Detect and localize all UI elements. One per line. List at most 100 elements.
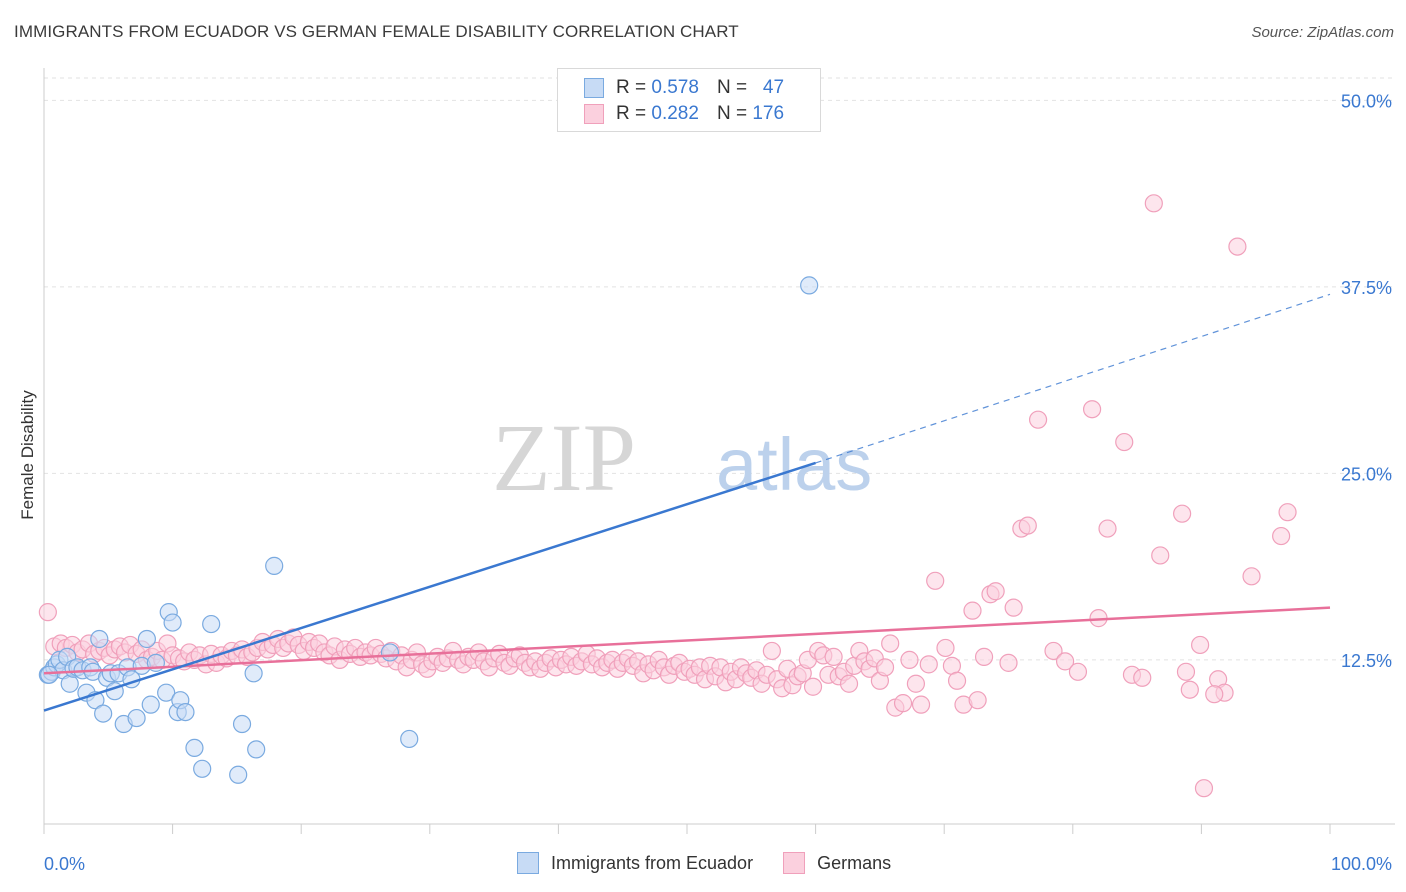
germans-point bbox=[1176, 662, 1196, 681]
germans-point bbox=[947, 671, 967, 690]
ecuador-point bbox=[163, 613, 182, 632]
y-tick-label: 12.5% bbox=[1341, 651, 1392, 671]
y-axis-label: Female Disability bbox=[18, 390, 37, 520]
ecuador-point bbox=[265, 556, 284, 575]
germans-point bbox=[1098, 519, 1117, 538]
y-tick-label: 25.0% bbox=[1341, 464, 1392, 484]
legend-r-label: R = bbox=[616, 77, 647, 98]
germans-point bbox=[1242, 567, 1261, 586]
germans-point bbox=[1191, 635, 1210, 655]
ecuador-point bbox=[94, 704, 113, 723]
germans-swatch bbox=[584, 104, 604, 124]
germans-point bbox=[1173, 504, 1192, 523]
germans-point bbox=[963, 601, 982, 620]
chart-title: IMMIGRANTS FROM ECUADOR VS GERMAN FEMALE… bbox=[14, 22, 739, 41]
ecuador-point bbox=[157, 683, 176, 702]
germans-point bbox=[1151, 546, 1170, 565]
chart-source: Source: ZipAtlas.com bbox=[1251, 24, 1394, 41]
germans-point bbox=[1018, 516, 1037, 535]
y-tick-label: 37.5% bbox=[1341, 278, 1392, 298]
germans-point bbox=[1082, 400, 1102, 419]
germans-point bbox=[1278, 503, 1297, 522]
legend-label-ecuador: Immigrants from Ecuador bbox=[551, 852, 754, 873]
ecuador-point bbox=[229, 765, 248, 784]
ecuador-point bbox=[185, 738, 204, 758]
germans-point bbox=[906, 674, 926, 693]
legend-r-value: 0.578 bbox=[651, 77, 699, 98]
ecuador-point bbox=[400, 729, 419, 749]
germans-point bbox=[893, 694, 913, 713]
ecuador-point bbox=[60, 674, 79, 693]
data-points bbox=[38, 194, 1297, 798]
ecuador-point bbox=[800, 276, 819, 295]
legend-item-ecuador[interactable]: Immigrants from Ecuador bbox=[517, 852, 753, 874]
watermark-atlas: atlas bbox=[716, 423, 872, 506]
germans-point bbox=[38, 603, 57, 622]
legend-label-germans: Germans bbox=[817, 852, 892, 873]
ecuador-point bbox=[202, 614, 221, 634]
ecuador-point bbox=[137, 629, 156, 649]
germans-point bbox=[1115, 432, 1134, 452]
series-legend: Immigrants from Ecuador Germans bbox=[517, 852, 921, 874]
germans-swatch bbox=[783, 852, 806, 874]
germans-point bbox=[1144, 194, 1163, 213]
ecuador-point bbox=[380, 643, 400, 662]
germans-point bbox=[881, 634, 900, 653]
germans-point bbox=[1272, 526, 1291, 546]
ecuador-swatch bbox=[584, 78, 604, 98]
ecuador-point bbox=[247, 740, 266, 759]
germans-point bbox=[900, 650, 919, 669]
germans-point bbox=[1044, 641, 1063, 661]
legend-row-germans: R = 0.282 N = 176 bbox=[584, 102, 784, 126]
x-tick-label: 100.0% bbox=[1331, 854, 1392, 874]
legend-n-label: N = bbox=[716, 103, 748, 124]
germans-point bbox=[926, 571, 945, 590]
germans-point bbox=[1055, 652, 1075, 671]
ecuador-point bbox=[40, 665, 59, 684]
germans-point bbox=[824, 647, 843, 666]
germans-point bbox=[803, 677, 823, 696]
germans-point bbox=[1068, 662, 1088, 681]
legend-row-ecuador: R = 0.578 N = 47 bbox=[584, 76, 784, 100]
ecuador-point bbox=[244, 664, 263, 683]
legend-n-value: 176 bbox=[752, 103, 785, 124]
ecuador-trend-line bbox=[43, 461, 816, 712]
legend-n-value: 47 bbox=[762, 77, 785, 98]
watermark: ZIP atlas bbox=[492, 404, 872, 511]
germans-point bbox=[919, 655, 938, 674]
correlation-legend: R = 0.578 N = 47 R = 0.282 N = 176 bbox=[557, 68, 821, 132]
germans-point bbox=[911, 695, 931, 714]
germans-point bbox=[1205, 685, 1224, 704]
gridlines bbox=[44, 77, 1395, 661]
tick-labels: 12.5% 25.0% 37.5% 50.0% 0.0% 100.0% bbox=[44, 91, 1392, 874]
germans-trend-line bbox=[43, 606, 1331, 675]
ecuador-point bbox=[193, 759, 212, 778]
germans-point bbox=[1194, 779, 1214, 798]
ecuador-point bbox=[127, 708, 146, 728]
watermark-zip: ZIP bbox=[492, 404, 636, 511]
germans-point bbox=[875, 658, 895, 677]
ecuador-point bbox=[232, 714, 252, 734]
germans-point bbox=[936, 638, 955, 658]
legend-item-germans[interactable]: Germans bbox=[783, 852, 891, 874]
y-tick-label: 50.0% bbox=[1341, 91, 1392, 111]
ecuador-point bbox=[176, 702, 195, 722]
legend-r-label: R = bbox=[616, 103, 647, 124]
trend-lines bbox=[43, 293, 1331, 712]
x-tick-label: 0.0% bbox=[44, 854, 85, 874]
legend-n-label: N = bbox=[716, 77, 748, 98]
germans-point bbox=[1004, 598, 1023, 617]
germans-point bbox=[1228, 237, 1247, 256]
germans-point bbox=[1180, 680, 1199, 699]
ecuador-point bbox=[90, 629, 109, 649]
ecuador-swatch bbox=[517, 852, 539, 874]
ecuador-point bbox=[141, 695, 160, 714]
ecuador-trend-extension bbox=[815, 293, 1331, 464]
germans-point bbox=[999, 653, 1018, 672]
germans-point bbox=[986, 582, 1005, 601]
germans-point bbox=[762, 641, 781, 661]
germans-point bbox=[968, 691, 987, 710]
germans-point bbox=[1028, 410, 1048, 429]
axes bbox=[43, 68, 1395, 834]
